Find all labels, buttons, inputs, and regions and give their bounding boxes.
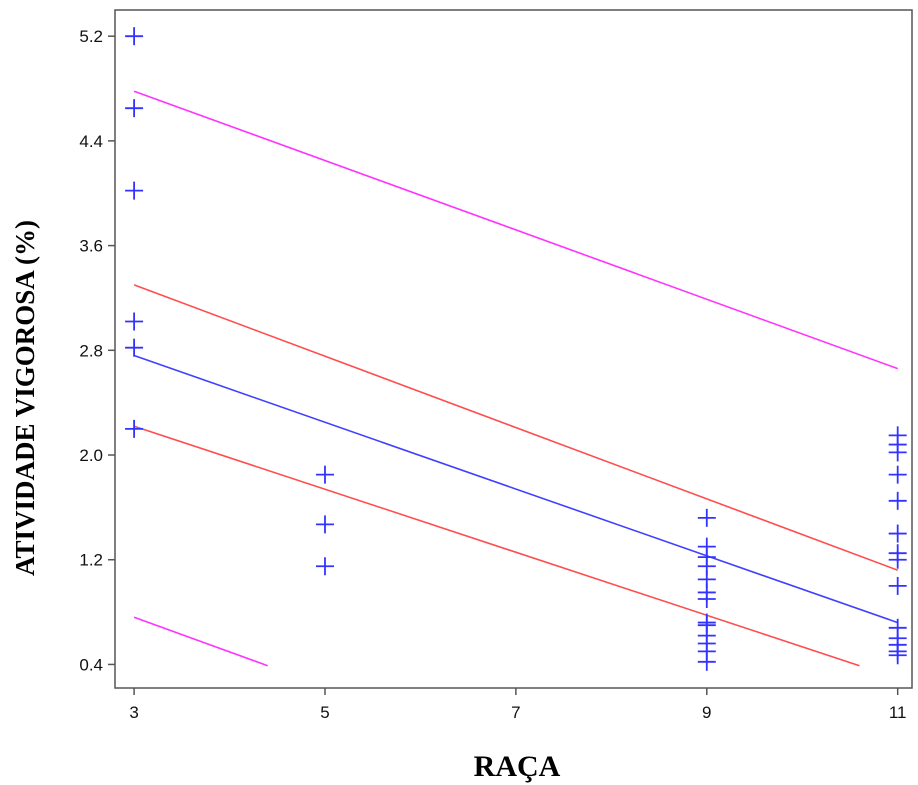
- x-tick-label: 7: [511, 703, 520, 722]
- fit-line: [133, 354, 898, 624]
- y-axis: 0.4 1.2 2.0 2.8 3.6 4.4 5.2: [79, 27, 115, 674]
- data-point: [888, 550, 907, 569]
- data-point: [125, 181, 144, 200]
- y-tick-label: 2.8: [79, 341, 103, 360]
- data-point: [125, 338, 144, 357]
- x-axis-title: RAÇA: [474, 750, 561, 783]
- data-point: [697, 508, 716, 527]
- y-tick-label: 0.4: [79, 655, 103, 674]
- data-point: [125, 312, 144, 331]
- y-tick-label: 5.2: [79, 27, 103, 46]
- x-tick-label: 3: [129, 703, 138, 722]
- data-point: [125, 27, 144, 46]
- confidence-upper-line: [133, 284, 898, 571]
- x-tick-label: 5: [320, 703, 329, 722]
- data-point: [697, 589, 716, 608]
- y-tick-label: 3.6: [79, 237, 103, 256]
- prediction-upper-line: [133, 90, 898, 370]
- plot-border: [114, 9, 913, 689]
- prediction-lower-line: [133, 616, 268, 667]
- data-point: [888, 491, 907, 510]
- y-tick-label: 1.2: [79, 551, 103, 570]
- data-points: [125, 27, 907, 671]
- data-point: [125, 99, 144, 118]
- data-point: [125, 419, 144, 438]
- x-tick-label: 9: [702, 703, 711, 722]
- data-point: [888, 465, 907, 484]
- data-point: [315, 557, 334, 576]
- data-point: [888, 576, 907, 595]
- data-point: [697, 652, 716, 671]
- data-point: [888, 443, 907, 462]
- data-point: [315, 465, 334, 484]
- data-point: [888, 646, 907, 665]
- data-point: [888, 524, 907, 543]
- y-tick-label: 4.4: [79, 132, 103, 151]
- regression-lines: [133, 90, 898, 667]
- x-axis: 3 5 7 9 11: [129, 688, 907, 722]
- y-axis-title: ATIVIDADE VIGOROSA (%): [10, 220, 40, 576]
- plot-frame: [114, 9, 913, 689]
- confidence-lower-line: [133, 425, 860, 667]
- x-tick-label: 11: [889, 703, 907, 722]
- data-point: [315, 515, 334, 534]
- y-tick-label: 2.0: [79, 446, 103, 465]
